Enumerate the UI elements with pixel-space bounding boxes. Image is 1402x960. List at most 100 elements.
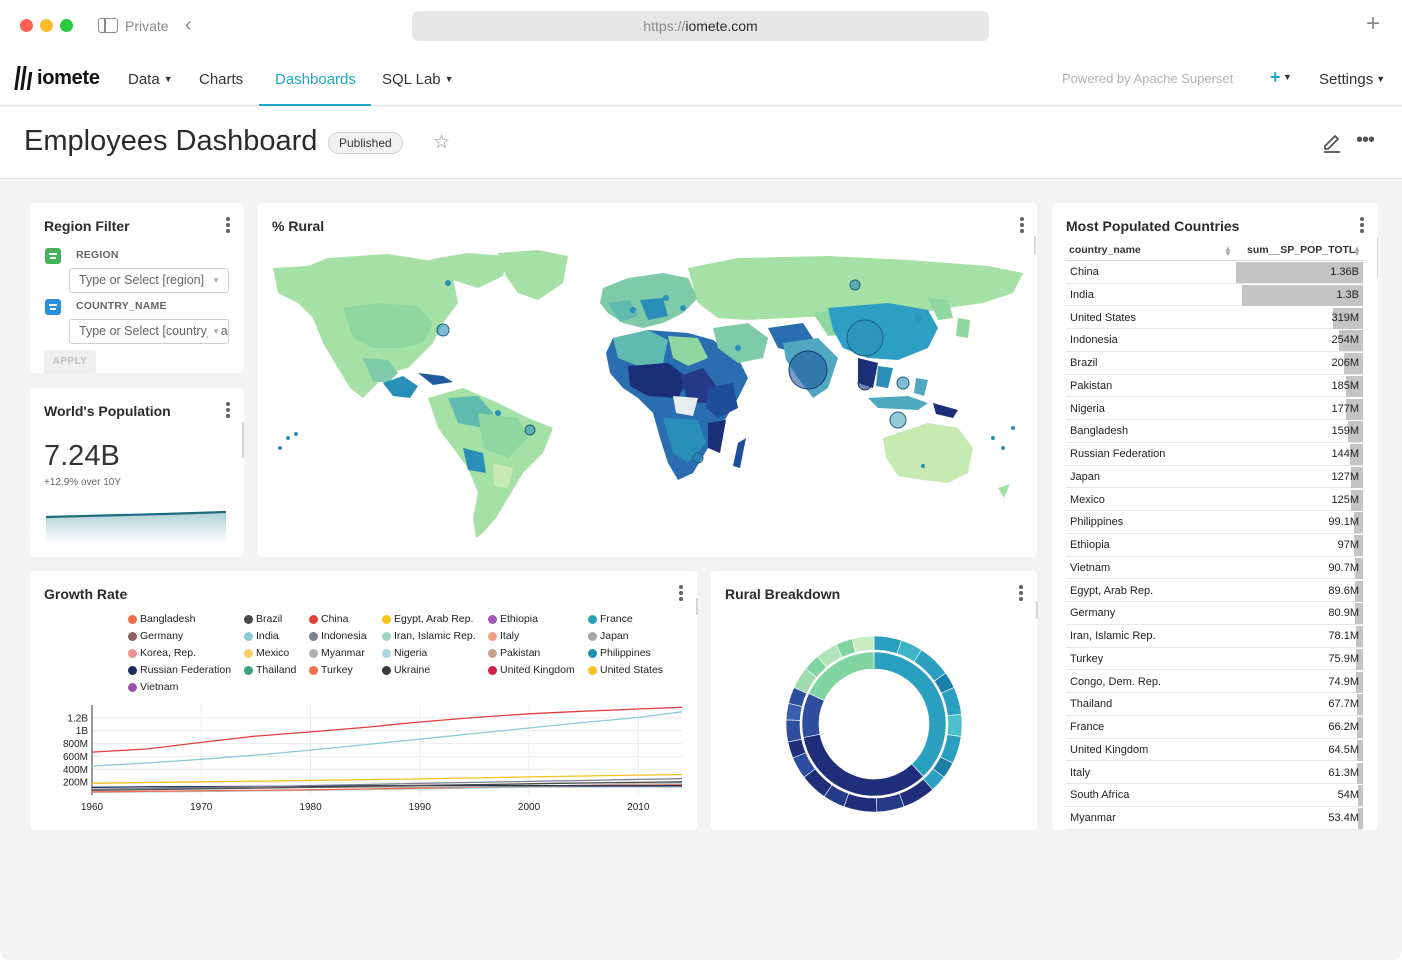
table-row[interactable]: United States 319M: [1066, 307, 1363, 330]
nav-item-sql-lab[interactable]: SQL Lab ▼: [382, 71, 454, 88]
legend-item[interactable]: Italy: [488, 630, 519, 642]
growth-line-chart[interactable]: 200M 400M 600M 800M 1B 1.2B 1960 1970 1980 1990 20…: [44, 699, 684, 819]
scrollbar-thumb[interactable]: [242, 422, 244, 458]
column-header-population[interactable]: sum__SP_POP_TOTL: [1247, 244, 1356, 256]
series-line[interactable]: [91, 706, 683, 753]
table-row[interactable]: Myanmar 53.4M: [1066, 807, 1363, 830]
table-row[interactable]: India 1.3B: [1066, 284, 1363, 307]
sunburst-segment[interactable]: [801, 692, 825, 738]
nav-item-dashboards[interactable]: Dashboards: [275, 71, 356, 88]
legend-item[interactable]: France: [588, 613, 633, 625]
table-row[interactable]: Mexico 125M: [1066, 489, 1363, 512]
maximize-window-button[interactable]: [60, 19, 73, 32]
sunburst-segment[interactable]: [808, 651, 875, 701]
table-row[interactable]: Iran, Islamic Rep. 78.1M: [1066, 625, 1363, 648]
status-badge[interactable]: Published: [328, 132, 403, 154]
legend-item[interactable]: Ukraine: [382, 664, 430, 676]
iomete-logo[interactable]: iomete: [14, 65, 100, 91]
table-row[interactable]: South Africa 54M: [1066, 784, 1363, 807]
series-line[interactable]: [91, 778, 683, 790]
legend-item[interactable]: Brazil: [244, 613, 282, 625]
powered-by-link[interactable]: Powered by Apache Superset: [1062, 71, 1234, 86]
column-header-country-name[interactable]: country_name: [1069, 244, 1141, 256]
legend-item[interactable]: United States: [588, 664, 663, 676]
table-row[interactable]: Pakistan 185M: [1066, 375, 1363, 398]
table-row[interactable]: United Kingdom 64.5M: [1066, 739, 1363, 762]
back-icon[interactable]: ‹: [185, 14, 192, 36]
sidebar-toggle-icon[interactable]: [98, 18, 118, 33]
minimize-window-button[interactable]: [40, 19, 53, 32]
card-menu-icon[interactable]: [1019, 585, 1023, 601]
nav-item-data[interactable]: Data ▼: [128, 71, 173, 88]
table-row[interactable]: Bangladesh 159M: [1066, 420, 1363, 443]
legend-item[interactable]: Germany: [128, 630, 183, 642]
page-title[interactable]: Employees Dashboard: [24, 125, 318, 157]
legend-item[interactable]: Vietnam: [128, 681, 178, 693]
sunburst-segment[interactable]: [873, 635, 902, 655]
scrollbar-thumb[interactable]: [1034, 236, 1036, 254]
sunburst-segment[interactable]: [946, 713, 963, 737]
legend-item[interactable]: Russian Federation: [128, 664, 231, 676]
sunburst-segment[interactable]: [785, 719, 802, 743]
sunburst-segment[interactable]: [876, 793, 905, 813]
legend-item[interactable]: Thailand: [244, 664, 296, 676]
apply-button[interactable]: APPLY: [44, 350, 96, 374]
table-row[interactable]: Egypt, Arab Rep. 89.6M: [1066, 580, 1363, 603]
card-menu-icon[interactable]: [1360, 217, 1364, 233]
edit-pencil-icon[interactable]: [1321, 131, 1343, 153]
world-choropleth-map[interactable]: [268, 248, 1028, 548]
legend-item[interactable]: Mexico: [244, 647, 289, 659]
legend-item[interactable]: Nigeria: [382, 647, 427, 659]
series-line[interactable]: [91, 773, 683, 785]
scrollbar-thumb[interactable]: [696, 598, 698, 615]
card-menu-icon[interactable]: [1020, 217, 1024, 233]
favorite-star-icon[interactable]: ☆: [433, 132, 451, 153]
series-line[interactable]: [91, 711, 683, 767]
table-row[interactable]: Philippines 99.1M: [1066, 511, 1363, 534]
table-row[interactable]: Indonesia 254M: [1066, 329, 1363, 352]
table-row[interactable]: Russian Federation 144M: [1066, 443, 1363, 466]
legend-item[interactable]: Philippines: [588, 647, 651, 659]
legend-item[interactable]: India: [244, 630, 279, 642]
sunburst-chart[interactable]: [779, 629, 969, 819]
nav-item-charts[interactable]: Charts: [199, 71, 244, 88]
sunburst-segment[interactable]: [851, 635, 875, 653]
table-row[interactable]: Thailand 67.7M: [1066, 693, 1363, 716]
legend-item[interactable]: United Kingdom: [488, 664, 575, 676]
series-line[interactable]: [91, 781, 683, 792]
table-row[interactable]: Germany 80.9M: [1066, 602, 1363, 625]
legend-item[interactable]: Myanmar: [309, 647, 365, 659]
country-name-select[interactable]: Type or Select [country_name]▼: [69, 319, 229, 344]
table-row[interactable]: Brazil 206M: [1066, 352, 1363, 375]
region-select[interactable]: Type or Select [region] ▼: [69, 268, 229, 293]
legend-item[interactable]: Egypt, Arab Rep.: [382, 613, 473, 625]
table-row[interactable]: Vietnam 90.7M: [1066, 557, 1363, 580]
legend-item[interactable]: Indonesia: [309, 630, 367, 642]
new-tab-icon[interactable]: +: [1366, 10, 1381, 37]
table-row[interactable]: Ethiopia 97M: [1066, 534, 1363, 557]
legend-item[interactable]: Korea, Rep.: [128, 647, 196, 659]
table-row[interactable]: China 1.36B: [1066, 261, 1363, 284]
legend-item[interactable]: Japan: [588, 630, 629, 642]
card-menu-icon[interactable]: [679, 585, 683, 601]
new-item-menu[interactable]: + ▼: [1270, 67, 1292, 88]
legend-item[interactable]: Iran, Islamic Rep.: [382, 630, 476, 642]
table-row[interactable]: Congo, Dem. Rep. 74.9M: [1066, 671, 1363, 694]
settings-menu[interactable]: Settings ▼: [1319, 71, 1386, 88]
more-options-icon[interactable]: •••: [1356, 129, 1375, 151]
address-bar[interactable]: https://iomete.com: [412, 11, 989, 41]
table-row[interactable]: France 66.2M: [1066, 716, 1363, 739]
close-window-button[interactable]: [20, 19, 33, 32]
legend-item[interactable]: Pakistan: [488, 647, 540, 659]
card-menu-icon[interactable]: [226, 217, 230, 233]
table-row[interactable]: Italy 61.3M: [1066, 762, 1363, 785]
table-row[interactable]: Nigeria 177M: [1066, 398, 1363, 421]
scrollbar-thumb[interactable]: [1377, 237, 1378, 277]
table-row[interactable]: Japan 127M: [1066, 466, 1363, 489]
legend-item[interactable]: Ethiopia: [488, 613, 538, 625]
legend-item[interactable]: Bangladesh: [128, 613, 195, 625]
sort-icon[interactable]: ▲ ▼: [1224, 244, 1232, 258]
card-menu-icon[interactable]: [226, 402, 230, 418]
legend-item[interactable]: Turkey: [309, 664, 353, 676]
scrollbar-thumb[interactable]: [1036, 601, 1038, 619]
